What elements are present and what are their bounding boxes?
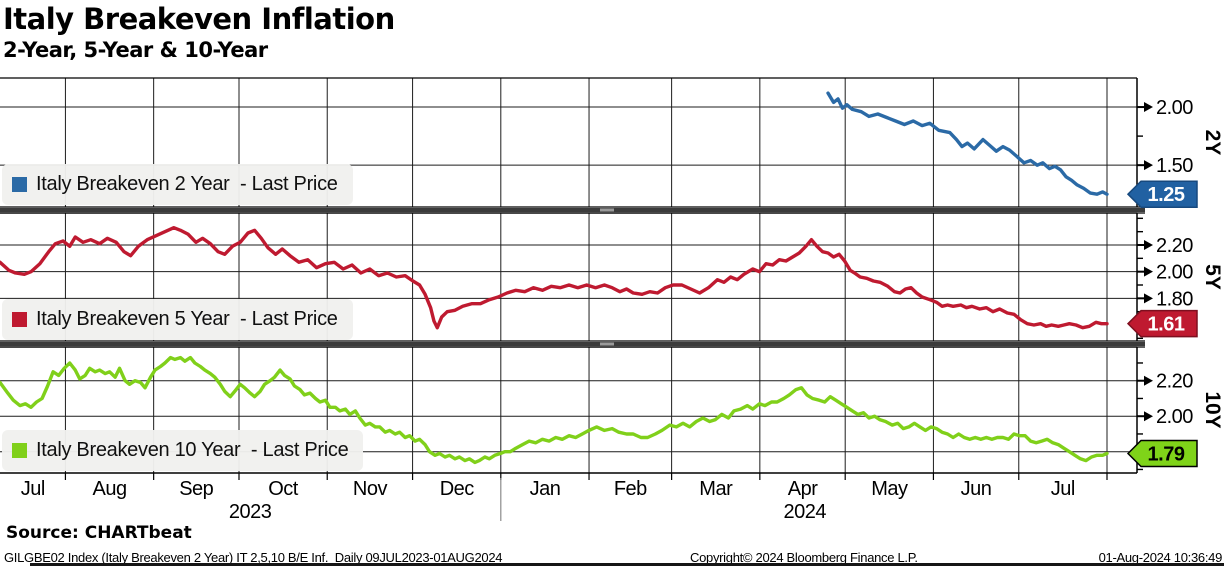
svg-text:2.00: 2.00 [1156, 262, 1193, 284]
chart-header: Italy Breakeven Inflation 2-Year, 5-Year… [3, 1, 395, 64]
month-label: Jul [1051, 478, 1075, 500]
svg-text:1.80: 1.80 [1156, 288, 1193, 310]
month-label: Jul [21, 478, 45, 500]
last-price-badge-5y: 1.61 [1126, 309, 1198, 338]
panel-frames [0, 77, 1145, 473]
year-label: 2024 [784, 501, 827, 523]
footer-row: GILGBE02 Index (Italy Breakeven 2 Year) … [0, 550, 1224, 565]
month-label: Jan [530, 478, 561, 500]
legend-swatch-2-year [12, 177, 27, 192]
footer-copyright: Copyright© 2024 Bloomberg Finance L.P. [690, 550, 918, 565]
legend-2-year[interactable]: Italy Breakeven 2 Year - Last Price [2, 164, 353, 205]
month-label: Dec [440, 478, 475, 500]
series-line-2y [826, 91, 1109, 196]
series-lines [0, 91, 1109, 465]
page-subtitle: 2-Year, 5-Year & 10-Year [3, 38, 268, 62]
legend-label-10-year: Italy Breakeven 10 Year - Last Price [36, 439, 349, 461]
svg-text:1.25: 1.25 [1148, 184, 1185, 206]
month-label: Mar [699, 478, 733, 500]
axis-title-2y: 2Y [1201, 130, 1224, 156]
separator-handle-icon [600, 208, 614, 212]
x-axis: Jul Aug Sep Oct Nov Dec Jan Feb Mar Apr May Jun Jul 2… [0, 472, 1137, 523]
month-label: Aug [93, 478, 127, 500]
svg-text:1.79: 1.79 [1148, 443, 1185, 465]
legend-5-year[interactable]: Italy Breakeven 5 Year - Last Price [2, 299, 353, 340]
month-label: Sep [179, 478, 213, 500]
y-axis: 2.00 1.50 2Y 2.20 2.00 1.80 5Y 2.20 2.00 10Y [1137, 97, 1224, 471]
page-title: Italy Breakeven Inflation [3, 2, 395, 36]
separator-handle-icon [600, 342, 614, 346]
source-line: Source: CHARTbeat [6, 523, 192, 543]
footer-timestamp: 01-Aug-2024 10:36:49 [1098, 550, 1223, 565]
bottom-divider-bar [30, 563, 1224, 566]
axis-title-10y: 10Y [1201, 391, 1224, 428]
month-label: Apr [788, 478, 818, 500]
legend-swatch-5-year [12, 312, 27, 327]
legend-swatch-10-year [12, 443, 27, 458]
footer-ticker-info: GILGBE02 Index (Italy Breakeven 2 Year) … [4, 550, 503, 565]
legend-label-2-year: Italy Breakeven 2 Year - Last Price [36, 173, 338, 195]
svg-text:2.00: 2.00 [1156, 406, 1193, 428]
svg-text:2.20: 2.20 [1156, 371, 1193, 393]
last-price-badge-2y: 1.25 [1126, 180, 1198, 208]
last-price-badges: 1.25 1.61 1.79 [1126, 180, 1198, 468]
last-price-badge-10y: 1.79 [1126, 439, 1198, 468]
svg-text:2.00: 2.00 [1156, 97, 1193, 119]
month-label: Oct [268, 478, 299, 500]
svg-text:2.20: 2.20 [1156, 235, 1193, 257]
series-line-5y [0, 225, 1109, 330]
month-label: Nov [353, 478, 388, 500]
month-label: Feb [614, 478, 647, 500]
svg-text:1.50: 1.50 [1156, 155, 1193, 177]
series-line-10y [0, 355, 1109, 465]
month-label: May [871, 478, 908, 500]
svg-text:1.61: 1.61 [1148, 314, 1185, 336]
axis-title-5y: 5Y [1201, 264, 1224, 290]
legend-label-5-year: Italy Breakeven 5 Year - Last Price [36, 308, 338, 330]
month-label: Jun [961, 478, 992, 500]
grid-lines [0, 78, 1137, 473]
year-label: 2023 [229, 501, 272, 523]
legend-10-year[interactable]: Italy Breakeven 10 Year - Last Price [2, 430, 364, 471]
